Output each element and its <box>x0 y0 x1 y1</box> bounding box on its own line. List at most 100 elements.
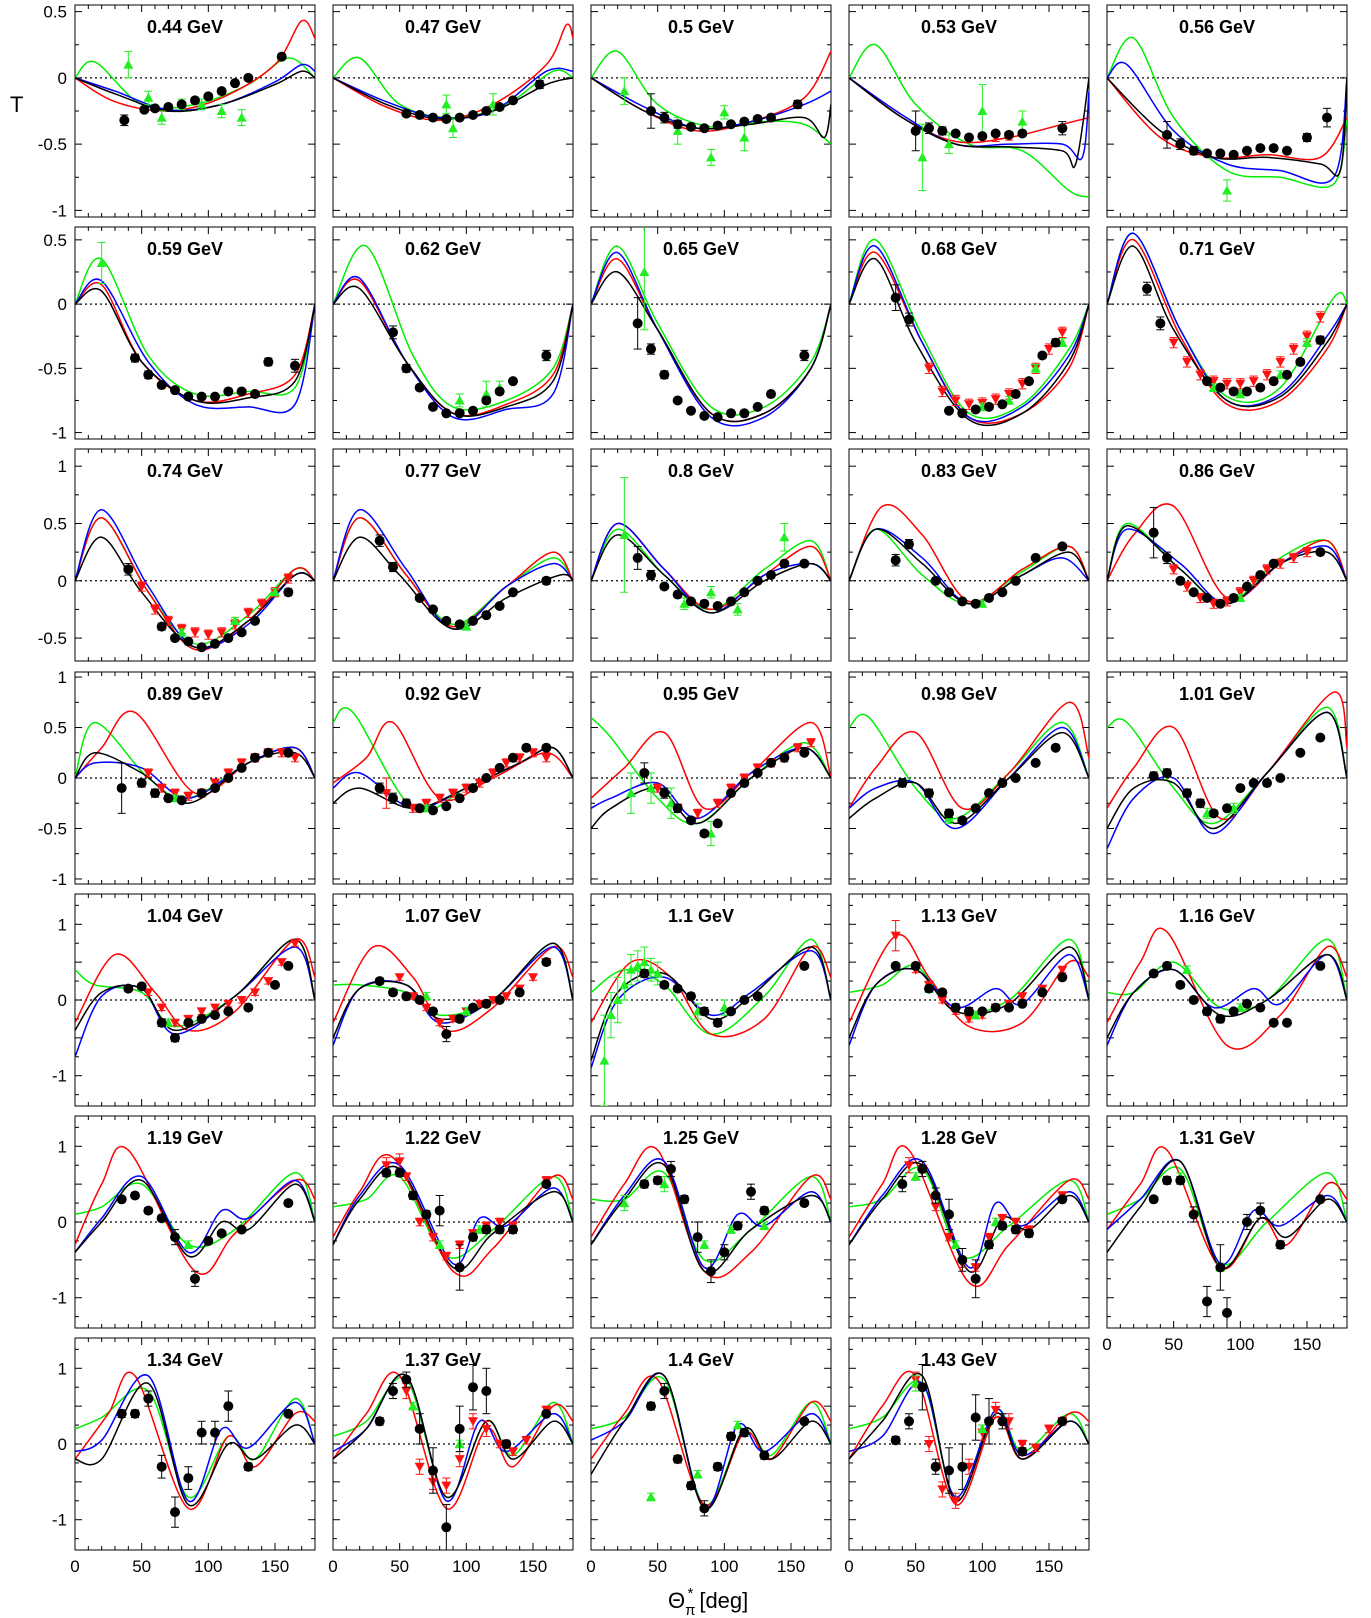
data-point-black <box>116 1408 127 1419</box>
model-curve-black <box>333 1373 573 1498</box>
data-point-black <box>223 1006 234 1017</box>
data-point-black <box>1268 143 1279 154</box>
panel-title: 1.19 GeV <box>147 1128 223 1148</box>
panel-33: 1.4 GeV <box>590 1337 832 1551</box>
data-point-black <box>176 99 187 110</box>
data-point-black <box>250 389 260 400</box>
y-tick-label: 0.5 <box>43 231 67 250</box>
data-point-green <box>461 1006 472 1016</box>
data-point-black <box>1275 1239 1286 1250</box>
data-point-red <box>501 758 512 768</box>
data-point-black <box>190 1273 200 1284</box>
data-point-black <box>481 1386 492 1396</box>
data-point-red <box>1057 328 1068 338</box>
model-curve-red <box>1107 77 1347 161</box>
data-point-black <box>210 638 220 649</box>
data-point-red <box>236 996 247 1005</box>
data-point-black <box>1148 1194 1159 1205</box>
data-point-black <box>454 1423 465 1434</box>
data-point-black <box>672 119 683 130</box>
data-point-green <box>917 152 928 162</box>
y-tick-label: 0 <box>58 69 67 88</box>
data-point-black <box>541 742 552 753</box>
x-tick-label: 100 <box>194 1557 222 1576</box>
data-point-black <box>997 778 1008 789</box>
data-point-black <box>236 627 247 638</box>
data-point-black <box>116 783 127 794</box>
data-point-black <box>541 575 552 586</box>
model-curve-blue <box>1107 1158 1347 1266</box>
data-point-black <box>401 108 412 119</box>
model-curve-red <box>849 1145 1089 1288</box>
data-point-red <box>276 958 287 968</box>
model-curve-green <box>849 43 1089 198</box>
y-tick-label: 0.5 <box>43 514 67 533</box>
data-point-red <box>1315 312 1326 322</box>
panel-15: 0.86 GeV <box>1106 448 1348 662</box>
data-point-black <box>1255 382 1266 393</box>
data-point-black <box>1162 1175 1172 1186</box>
data-point-black <box>276 51 287 62</box>
data-point-green <box>196 99 207 109</box>
data-point-black <box>686 1480 696 1491</box>
data-point-black <box>890 555 901 566</box>
y-tick-label: 0 <box>58 991 67 1010</box>
panel-8: 0.65 GeV <box>590 226 832 440</box>
data-point-red <box>156 1003 167 1013</box>
data-point-red <box>1017 992 1028 1002</box>
data-point-black <box>1222 803 1232 814</box>
model-curve-green <box>849 1166 1089 1259</box>
data-point-red <box>381 789 392 799</box>
data-point-red <box>223 999 234 1009</box>
data-point-red <box>150 605 160 615</box>
data-point-black <box>230 78 240 89</box>
data-point-black <box>984 592 994 603</box>
model-curve-black <box>849 946 1089 1039</box>
data-point-black <box>170 1032 180 1043</box>
data-point-red <box>1235 379 1246 389</box>
data-point-black <box>1215 382 1226 393</box>
data-point-black <box>143 1393 154 1404</box>
data-point-black <box>1202 1006 1212 1017</box>
data-point-black <box>223 773 234 783</box>
data-point-black <box>799 558 810 569</box>
data-point-black <box>779 752 790 763</box>
data-point-black <box>414 109 425 120</box>
data-point-green <box>659 1179 670 1189</box>
model-curve-red <box>75 1371 315 1510</box>
data-point-black <box>759 1450 770 1461</box>
model-curve-black <box>75 1179 315 1258</box>
data-point-black <box>1222 1307 1232 1318</box>
panel-29: 1.28 GeV <box>848 1115 1090 1329</box>
data-point-green <box>183 1239 194 1249</box>
panel-title: 0.98 GeV <box>921 684 997 704</box>
model-curve-blue <box>849 726 1089 830</box>
panel-10: 0.71 GeV <box>1106 226 1348 440</box>
data-point-black <box>1268 376 1279 387</box>
data-point-black <box>930 575 941 586</box>
panel-title: 1.25 GeV <box>663 1128 739 1148</box>
data-point-black <box>401 363 412 374</box>
data-point-black <box>930 1461 941 1472</box>
model-curve-green <box>1107 522 1347 605</box>
panel-title: 0.71 GeV <box>1179 239 1255 259</box>
data-point-black <box>692 1232 703 1243</box>
data-point-black <box>283 1408 294 1419</box>
data-point-black <box>984 1416 994 1427</box>
model-curve-black <box>591 77 831 139</box>
data-point-black <box>481 106 492 116</box>
data-point-green <box>759 1220 770 1230</box>
model-curve-red <box>1107 1146 1347 1270</box>
data-point-black <box>196 788 207 799</box>
data-point-black <box>964 1006 974 1017</box>
data-point-black <box>726 788 736 799</box>
data-point-black <box>917 1382 928 1393</box>
model-curve-black <box>1107 711 1347 830</box>
panel-title: 0.83 GeV <box>921 461 997 481</box>
data-point-black <box>196 1427 207 1438</box>
data-point-green <box>1235 389 1246 399</box>
data-point-black <box>170 1507 180 1518</box>
data-point-black <box>1242 581 1252 592</box>
data-point-black <box>1057 972 1068 983</box>
